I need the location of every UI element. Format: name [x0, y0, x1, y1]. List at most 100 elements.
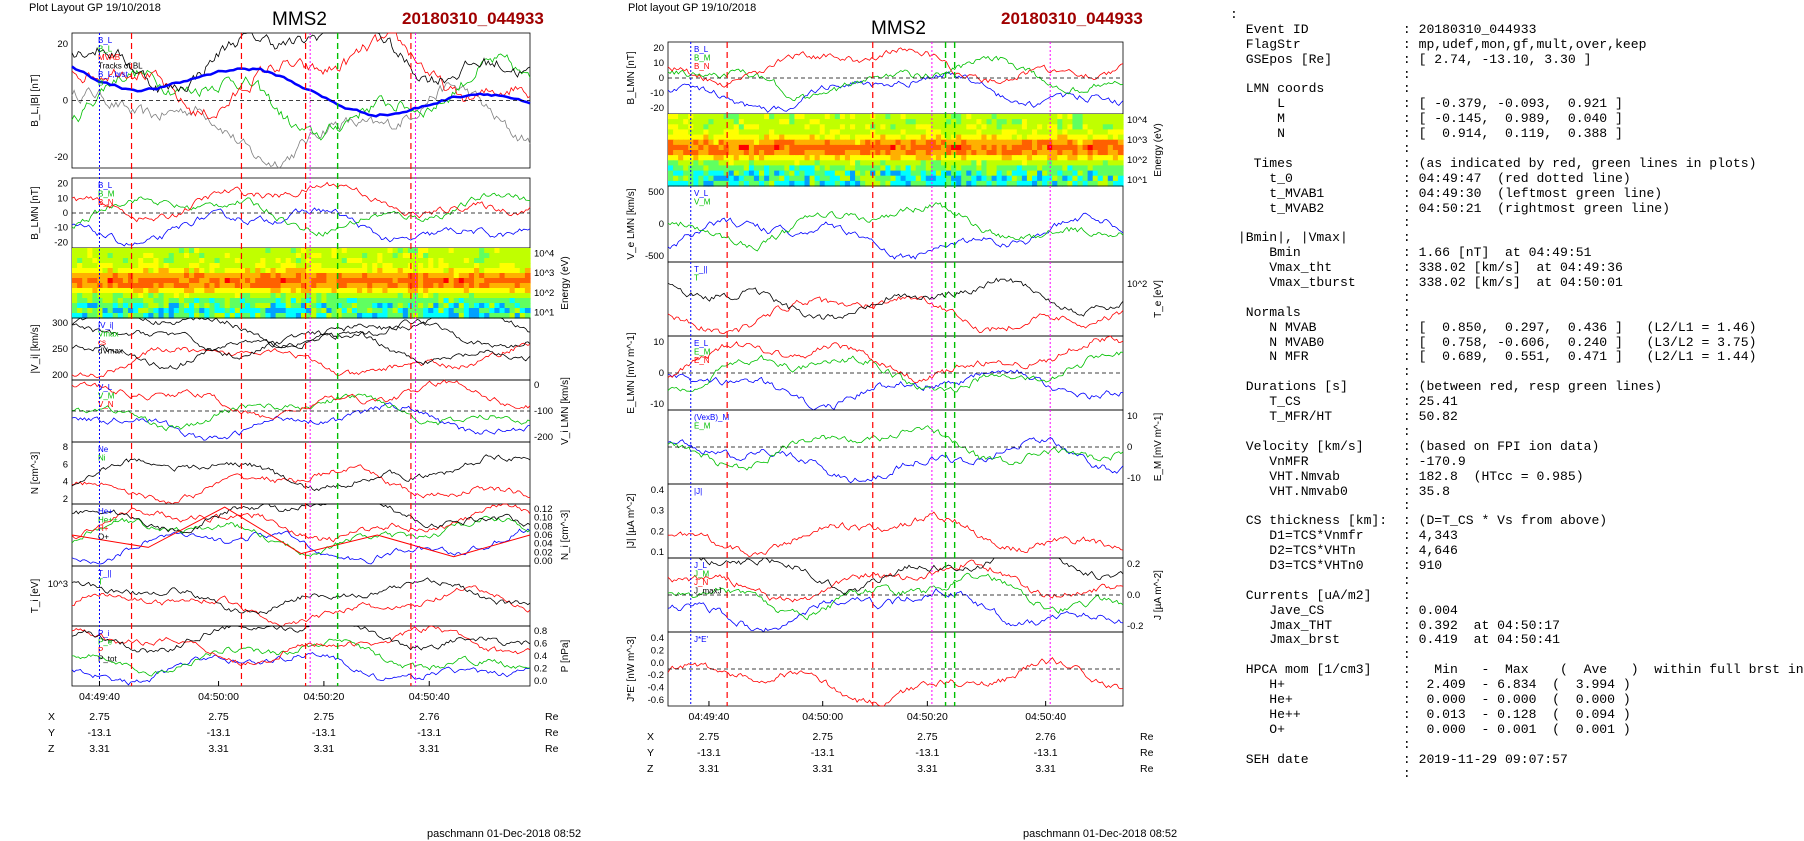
spectrogram-cell: [703, 124, 710, 130]
spectrogram-cell: [850, 180, 856, 187]
spectrogram-cell: [673, 160, 679, 166]
spectrogram-cell: [930, 150, 937, 156]
spectrogram-cell: [301, 303, 307, 309]
spectrogram-cell: [260, 288, 266, 294]
position-value: -13.1: [697, 747, 721, 759]
spectrogram-cell: [1057, 144, 1063, 151]
spectrogram-cell: [474, 248, 480, 254]
spectrogram-cell: [996, 170, 1003, 177]
spectrogram-cell: [703, 165, 710, 172]
spectrogram-cell: [774, 175, 780, 182]
spectrogram-cell: [1011, 150, 1018, 156]
panel-y-label: E_M [mV m^-1]: [1153, 412, 1164, 481]
spectrogram-cell: [275, 308, 282, 314]
spectrogram-cell: [367, 268, 373, 274]
spectrogram-cell: [204, 308, 210, 314]
spectrogram-cell: [295, 288, 302, 294]
series-line: [667, 202, 1124, 252]
spectrogram-cell: [966, 160, 972, 166]
spectrogram-cell: [428, 313, 434, 319]
spectrogram-cell: [138, 253, 144, 259]
spectrogram-cell: [168, 268, 175, 274]
spectrogram-cell: [514, 293, 521, 299]
summary-line: :: [1230, 66, 1411, 82]
spectrogram-cell: [280, 308, 287, 314]
spectrogram-cell: [377, 288, 383, 294]
spectrogram-cell: [519, 253, 526, 259]
spectrogram-cell: [357, 298, 363, 304]
legend-entry: Tracks of BL: [98, 62, 143, 71]
spectrogram-cell: [1047, 129, 1053, 136]
spectrogram-cell: [1097, 144, 1104, 151]
summary-line: :: [1230, 215, 1411, 231]
spectrogram-cell: [443, 298, 450, 304]
spectrogram-cell: [326, 308, 333, 314]
spectrogram-cell: [290, 298, 297, 304]
spectrogram-cell: [255, 268, 261, 274]
spectrogram-cell: [122, 308, 129, 314]
spectrogram-cell: [97, 303, 104, 309]
spectrogram-cell: [895, 165, 902, 172]
spectrogram-cell: [1037, 175, 1043, 182]
spectrogram-cell: [961, 114, 967, 120]
spectrogram-cell: [392, 248, 399, 254]
spectrogram-cell: [844, 129, 851, 136]
spectrogram-cell: [900, 165, 907, 172]
spectrogram-cell: [1047, 134, 1053, 141]
spectrogram-cell: [87, 278, 93, 284]
spectrogram-cell: [280, 258, 287, 264]
spectrogram-cell: [255, 308, 261, 314]
spectrogram-cell: [138, 303, 144, 309]
spectrogram-cell: [331, 293, 338, 299]
spectrogram-cell: [1107, 114, 1114, 120]
spectrogram-cell: [789, 129, 795, 136]
series-line: [71, 625, 531, 653]
spectrogram-cell: [301, 258, 307, 264]
spectrogram-cell: [290, 293, 297, 299]
spectrogram-cell: [693, 180, 699, 187]
spectrogram-cell: [255, 313, 261, 319]
spectrogram-cell: [173, 288, 180, 294]
spectrogram-cell: [402, 298, 409, 304]
spectrogram-cell: [153, 273, 160, 279]
spectrogram-cell: [311, 263, 317, 269]
spectrogram-cell: [362, 268, 368, 274]
spectrogram-cell: [1072, 160, 1079, 166]
spectrogram-cell: [295, 283, 302, 289]
spectrogram-cell: [915, 119, 922, 125]
spectrogram-cell: [1026, 129, 1033, 136]
y-tick-label: 0: [534, 380, 539, 391]
spectrogram-cell: [204, 258, 210, 264]
spectrogram-cell: [991, 119, 998, 125]
spectrogram-cell: [479, 273, 485, 279]
spectrogram-cell: [321, 263, 328, 269]
spectrogram-cell: [255, 278, 261, 284]
spectrogram-cell: [743, 119, 750, 125]
series-line: [667, 425, 1124, 471]
spectrogram-cell: [1052, 139, 1058, 146]
spectrogram-cell: [397, 288, 404, 294]
spectrogram-cell: [870, 119, 876, 125]
spectrogram-cell: [839, 150, 846, 156]
spectrogram-cell: [819, 124, 826, 130]
spectrogram-cell: [285, 278, 292, 284]
summary-line: Vmax_tburst : 338.02 [km/s] at 04:50:01: [1230, 275, 1623, 291]
spectrogram-cell: [1026, 155, 1033, 161]
spectrogram-cell: [895, 114, 902, 120]
summary-line: Normals :: [1230, 304, 1411, 320]
spectrogram-cell: [748, 144, 755, 151]
spectrogram-cell: [1057, 139, 1063, 146]
spectrogram-cell: [153, 303, 160, 309]
spectrogram-cell: [991, 170, 998, 177]
spectrogram-cell: [499, 308, 506, 314]
spectrogram-cell: [499, 283, 506, 289]
spectrogram-cell: [880, 150, 886, 156]
spectrogram-cell: [250, 298, 256, 304]
position-unit: Re: [1140, 731, 1154, 743]
spectrogram-cell: [738, 144, 745, 151]
spectrogram-cell: [738, 175, 745, 182]
spectrogram-cell: [941, 129, 947, 136]
spectrogram-cell: [1077, 175, 1084, 182]
spectrogram-cell: [1021, 155, 1028, 161]
spectrogram-cell: [194, 278, 200, 284]
